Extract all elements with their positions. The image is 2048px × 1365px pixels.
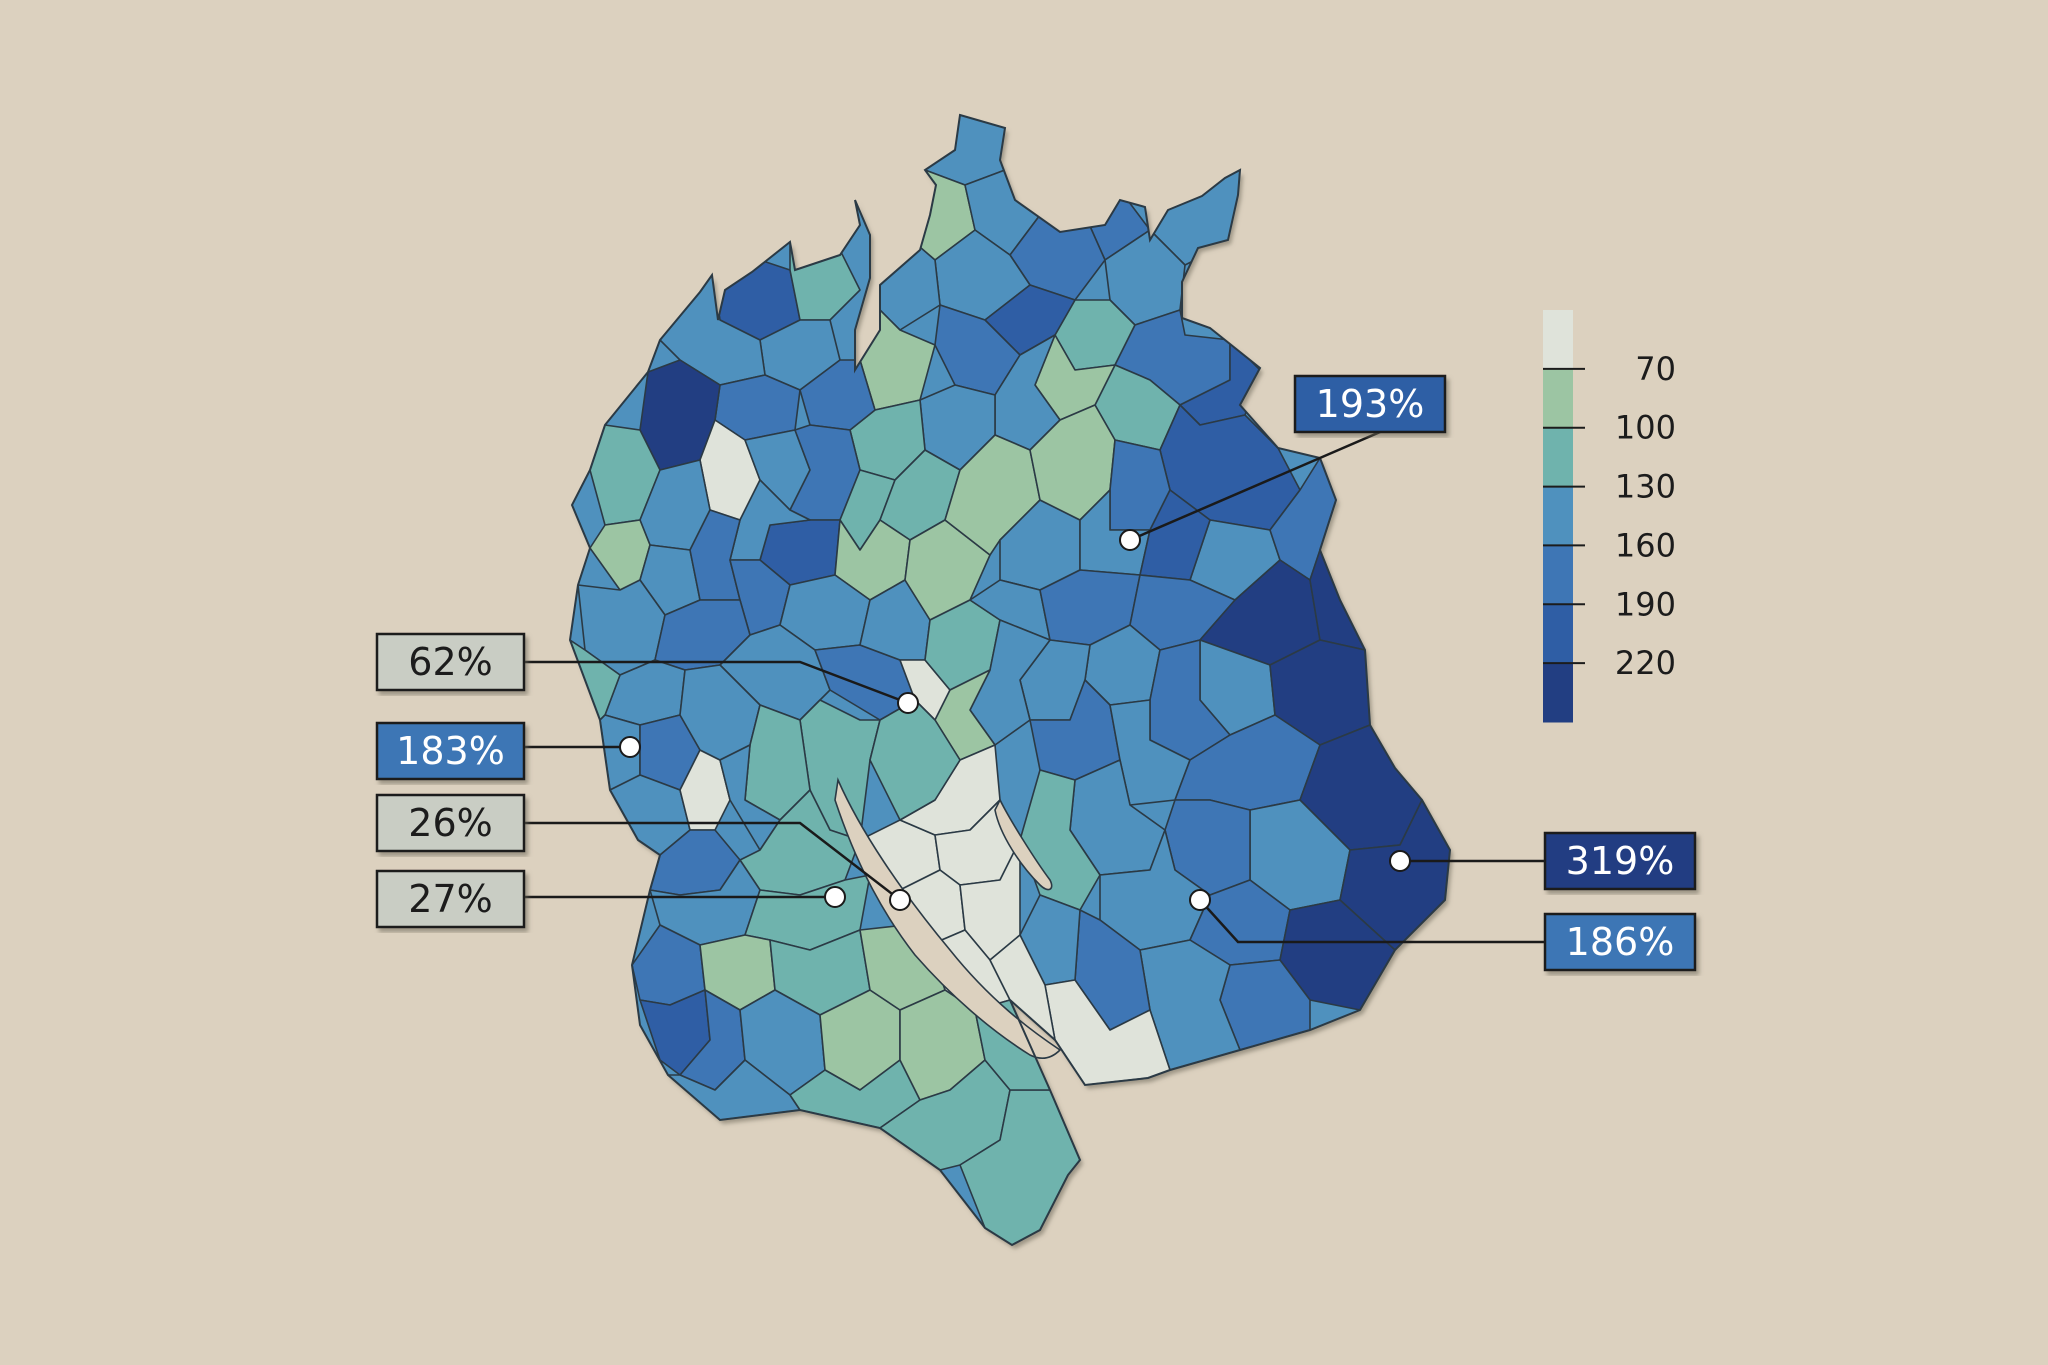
callout: 62% bbox=[375, 632, 919, 714]
callout-marker bbox=[1119, 529, 1141, 551]
legend-swatch bbox=[1543, 545, 1573, 605]
callout-label: 27% bbox=[408, 877, 492, 921]
callout-leader-line bbox=[1199, 899, 1545, 944]
callout: 183% bbox=[375, 721, 641, 781]
color-legend: 70 100 130 160 190 220 bbox=[1543, 310, 1676, 723]
callout: 26% bbox=[375, 793, 911, 911]
legend-swatch bbox=[1543, 604, 1573, 664]
callout-label: 193% bbox=[1316, 382, 1425, 426]
canton-map bbox=[569, 114, 1451, 1246]
callout-box bbox=[1293, 374, 1447, 434]
legend-swatch bbox=[1543, 310, 1573, 370]
callout: 186% bbox=[1189, 889, 1697, 972]
legend-tick-label: 190 bbox=[1615, 585, 1676, 623]
lake-greifensee bbox=[994, 798, 1053, 891]
callout-label: 183% bbox=[396, 729, 505, 773]
callout-marker bbox=[1389, 850, 1411, 872]
callout-box bbox=[1543, 912, 1697, 972]
callout-box bbox=[375, 721, 526, 781]
callout-marker bbox=[889, 889, 911, 911]
legend-tick-label: 70 bbox=[1635, 350, 1676, 388]
callout-box bbox=[1543, 831, 1697, 891]
callout-box bbox=[375, 632, 526, 692]
callout-label: 186% bbox=[1566, 920, 1675, 964]
region bbox=[989, 934, 1056, 1041]
callout-layer: 193% 62% 183% 26% 27% 319% 186% bbox=[375, 374, 1697, 972]
callout-marker bbox=[897, 692, 919, 714]
legend-tick-label: 220 bbox=[1615, 644, 1676, 682]
callout-box bbox=[375, 793, 526, 853]
callout-label: 319% bbox=[1566, 839, 1675, 883]
callout-leader-line bbox=[524, 660, 909, 705]
legend-swatch bbox=[1543, 427, 1573, 488]
callout-box bbox=[375, 869, 526, 929]
legend-tick-label: 160 bbox=[1615, 526, 1676, 564]
callout-label: 26% bbox=[408, 801, 492, 845]
callout: 193% bbox=[1119, 374, 1447, 551]
legend-swatch bbox=[1543, 663, 1573, 723]
callout-label: 62% bbox=[408, 640, 492, 684]
lake-zurich bbox=[834, 777, 1062, 1060]
legend-tick-label: 130 bbox=[1615, 468, 1676, 506]
legend-swatch bbox=[1543, 486, 1573, 546]
callout-marker bbox=[824, 886, 846, 908]
callout-marker bbox=[1189, 889, 1211, 911]
callout-leader-line bbox=[524, 821, 901, 901]
legend-tick-label: 100 bbox=[1615, 409, 1676, 447]
callout-marker bbox=[619, 736, 641, 758]
callout: 27% bbox=[375, 869, 846, 929]
callout: 319% bbox=[1389, 831, 1697, 891]
legend-swatch bbox=[1543, 368, 1573, 429]
